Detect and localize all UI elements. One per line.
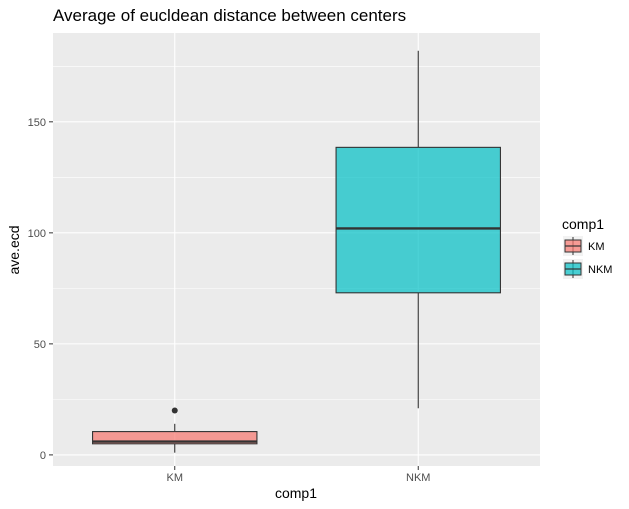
- boxes: [92, 50, 501, 453]
- x-tick-label: NKM: [406, 472, 430, 484]
- nkm-box: [335, 146, 501, 294]
- km-outlier-point: [171, 407, 178, 414]
- y-tick-label: 100: [28, 228, 46, 240]
- legend-label-nkm: NKM: [588, 264, 612, 276]
- y-tick-label: 50: [34, 339, 46, 351]
- legend: comp1 KM NKM: [562, 216, 612, 279]
- x-tick-label: KM: [167, 472, 184, 484]
- legend-title: comp1: [562, 216, 604, 232]
- y-tick-label: 150: [28, 117, 46, 129]
- x-axis: KM NKM: [167, 466, 430, 484]
- chart-title: Average of eucldean distance between cen…: [53, 6, 406, 25]
- x-axis-title: comp1: [275, 485, 317, 501]
- y-axis-title: ave.ecd: [6, 225, 22, 274]
- y-axis: 0 50 100 150: [28, 117, 53, 462]
- y-tick-label: 0: [40, 450, 46, 462]
- legend-label-km: KM: [588, 241, 605, 253]
